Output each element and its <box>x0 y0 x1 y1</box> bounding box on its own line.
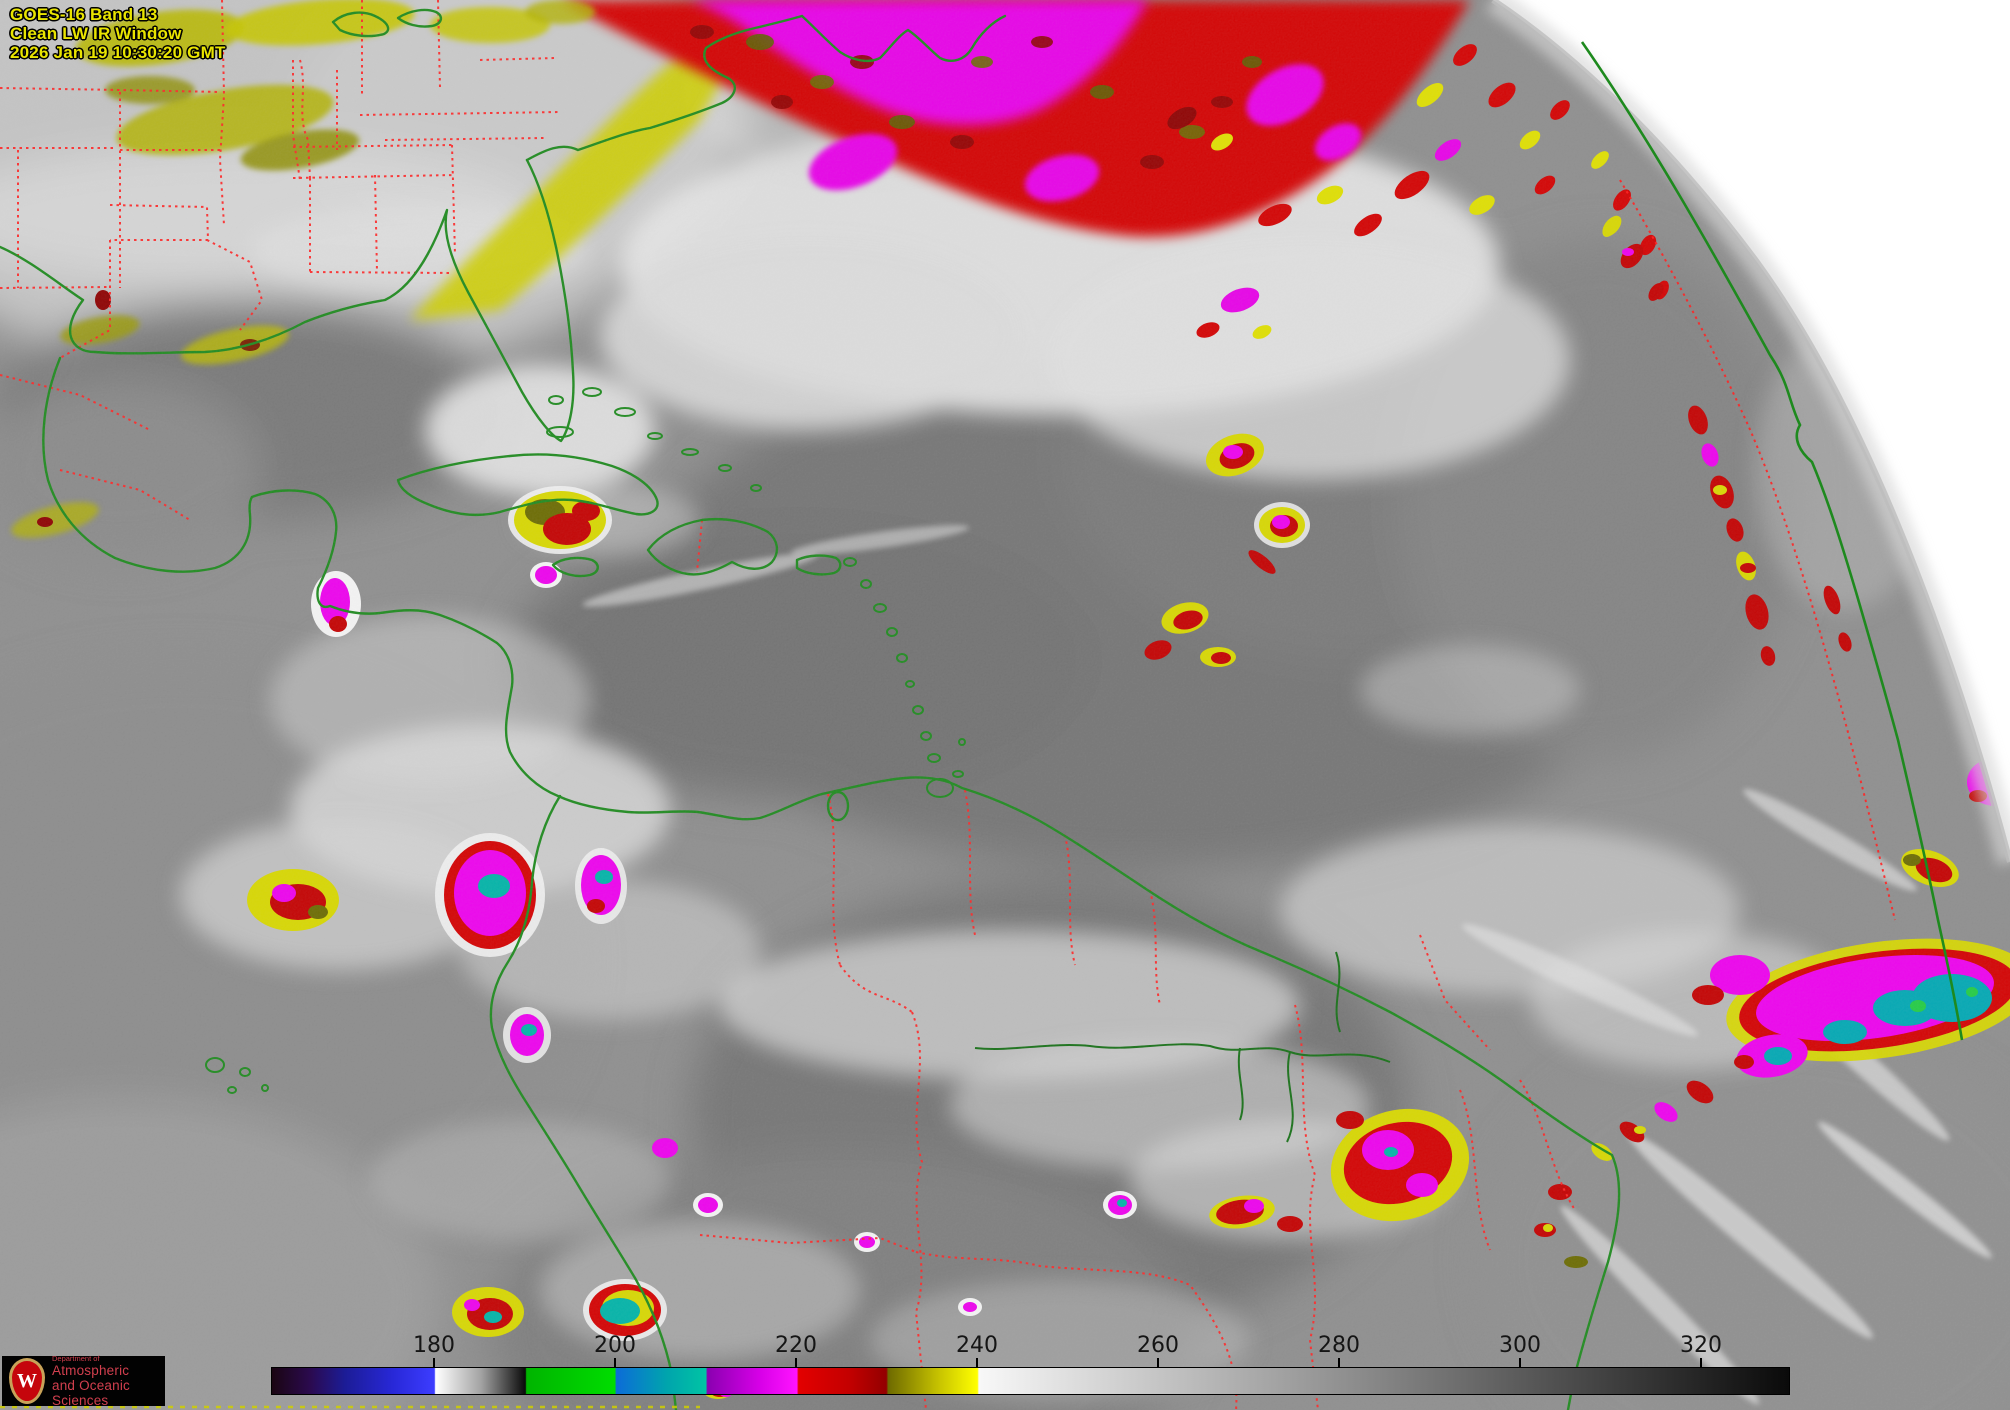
logo-oceanic-sciences: and Oceanic Sciences <box>52 1377 130 1408</box>
temperature-colorbar-ticks: 180 200 220 240 260 280 300 320 <box>271 1330 1788 1367</box>
logo-atmospheric: Atmospheric <box>52 1362 130 1378</box>
off-disk-space-white <box>1493 0 2010 862</box>
title-satellite-band: GOES-16 Band 13 <box>10 5 158 24</box>
temperature-colorbar: 180 200 220 240 260 280 300 320 <box>271 1330 1790 1395</box>
uw-aos-logo: W Department of Atmospheric and Oceanic … <box>2 1353 165 1408</box>
uw-crest-monogram: W <box>17 1370 37 1392</box>
uw-aos-logo-text: Department of Atmospheric and Oceanic Sc… <box>52 1353 165 1408</box>
africa-coastline <box>1580 41 1964 1041</box>
temperature-colorbar-gradient <box>271 1367 1790 1395</box>
image-title-overlay: GOES-16 Band 13 Clean LW IR Window 2026 … <box>10 5 226 62</box>
colorbar-tick-label: 220 <box>775 1333 818 1358</box>
colorbar-tick-label: 280 <box>1318 1333 1361 1358</box>
colorbar-tick-label: 320 <box>1680 1333 1723 1358</box>
colorbar-tick-label: 260 <box>1137 1333 1180 1358</box>
colorbar-tick-label: 180 <box>413 1333 455 1358</box>
title-product-name: Clean LW IR Window <box>10 24 182 43</box>
title-timestamp: 2026 Jan 19 10:30:20 GMT <box>10 43 226 62</box>
colorbar-tick-label: 240 <box>956 1333 999 1358</box>
colorbar-tick-label: 300 <box>1499 1333 1542 1358</box>
logo-department-of: Department of <box>52 1353 100 1363</box>
colorbar-tick-label: 200 <box>594 1333 636 1358</box>
uw-crest-icon: W <box>9 1358 45 1404</box>
earth-limb-edge <box>1485 0 2010 866</box>
